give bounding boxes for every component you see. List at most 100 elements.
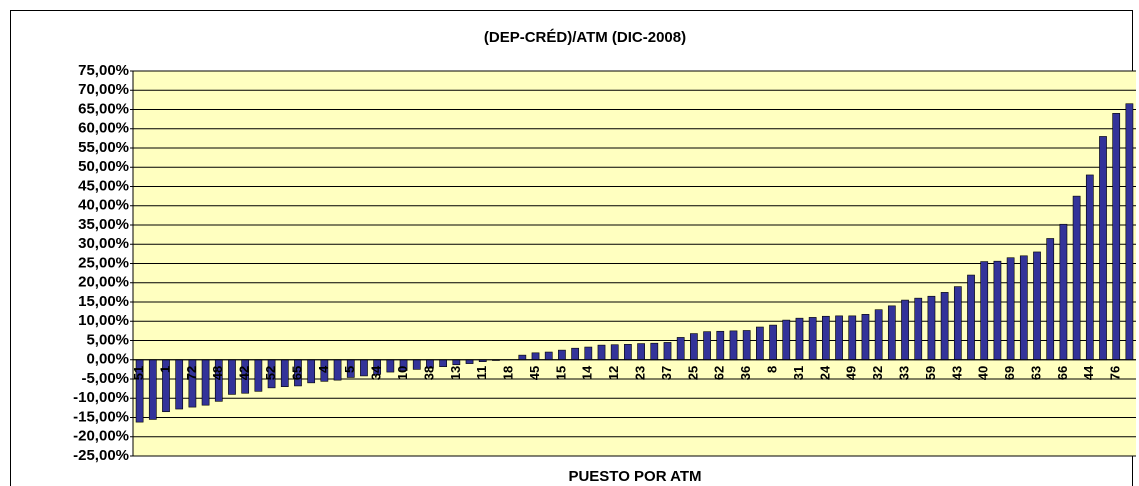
bar [637,343,645,361]
bar [1112,113,1121,361]
bar [729,330,738,361]
x-tick-label: 4 [316,365,331,373]
x-tick-label: 11 [474,366,489,380]
bar [1099,136,1107,361]
bar [835,315,843,361]
y-tick-label: -10,00% [73,389,129,406]
x-tick-label: 45 [527,366,542,380]
bar [663,342,672,361]
bar [333,359,342,381]
bar [1085,174,1094,361]
bar [821,315,830,361]
y-tick-label: -5,00% [81,370,129,387]
bar [716,330,725,361]
y-tick-label: 0,00% [86,351,129,368]
bar [690,333,698,361]
y-tick-label: 15,00% [78,293,129,310]
x-tick-label: 31 [791,366,806,380]
y-tick-label: 45,00% [78,177,129,194]
y-tick-label: -20,00% [73,428,129,445]
bar [782,319,791,361]
x-tick-label: 66 [1055,366,1070,380]
bar [412,359,421,370]
bar [769,324,777,361]
bar [280,359,289,388]
x-tick-label: 43 [949,366,964,380]
bar [650,342,659,361]
y-tick-label: -25,00% [73,447,129,464]
x-tick-label: 63 [1028,366,1043,380]
x-tick-label: 36 [738,366,753,380]
bar [544,351,553,361]
y-tick-label: 10,00% [78,312,129,329]
x-tick-label: 32 [870,366,885,380]
bar [1046,238,1055,361]
bar [848,315,857,361]
y-tick-label: 50,00% [78,158,129,175]
x-tick-label: 1 [157,366,172,373]
y-tick-label: 5,00% [86,331,129,348]
bar [571,347,579,361]
bar [914,297,923,361]
y-tick-label: 75,00% [78,62,129,79]
bar [887,305,896,361]
bar [624,344,632,361]
bar [1006,257,1015,361]
x-tick-label: 13 [448,366,463,380]
x-tick-label: 49 [844,366,859,380]
chart-title: (DEP-CRÉD)/ATM (DIC-2008) [484,29,686,46]
x-tick-label: 62 [712,366,727,380]
y-tick-label: 35,00% [78,216,129,233]
bar [452,359,461,366]
x-tick-label: 52 [263,366,278,380]
x-tick-label: 51 [131,366,146,380]
x-tick-label: 69 [1002,366,1017,380]
bar [1059,223,1068,361]
bar [756,326,764,361]
bar [175,359,184,410]
x-tick-label: 5 [342,366,357,373]
x-axis-title: PUESTO POR ATM [568,468,701,485]
x-tick-label: 12 [606,366,621,380]
bar [1019,255,1028,361]
bar [901,299,909,361]
x-tick-label: 33 [896,366,911,380]
bar [980,261,989,361]
y-tick-label: 65,00% [78,100,129,117]
x-tick-label: 65 [289,366,304,380]
y-tick-label: 20,00% [78,274,129,291]
x-tick-label: 59 [923,366,938,380]
x-tick-label: 48 [210,366,225,380]
y-tick-label: -15,00% [73,408,129,425]
x-tick-label: 38 [421,366,436,380]
bar [360,359,368,377]
bar [518,354,527,361]
bar [940,292,949,361]
x-tick-label: 14 [580,365,595,380]
y-tick-label: 55,00% [78,139,129,156]
bar [676,337,685,361]
bar [439,359,448,367]
bar [228,359,236,395]
y-tick-label: 60,00% [78,120,129,137]
bar [808,317,817,361]
x-tick-label: 37 [659,366,674,380]
bar [861,314,870,361]
x-tick-label: 76 [1108,366,1123,380]
bar [953,286,962,361]
bar [1072,195,1081,361]
bar [993,260,1002,361]
x-tick-label: 8 [765,366,780,373]
x-tick-label: 34 [369,365,384,380]
bar [148,359,157,420]
bar [795,317,804,361]
bar [584,346,593,361]
bar [742,330,751,361]
bar [201,359,210,406]
x-tick-label: 42 [237,366,252,380]
y-tick-label: 25,00% [78,254,129,271]
bar [703,331,711,361]
x-tick-label: 18 [501,366,516,380]
y-tick-label: 70,00% [78,81,129,98]
